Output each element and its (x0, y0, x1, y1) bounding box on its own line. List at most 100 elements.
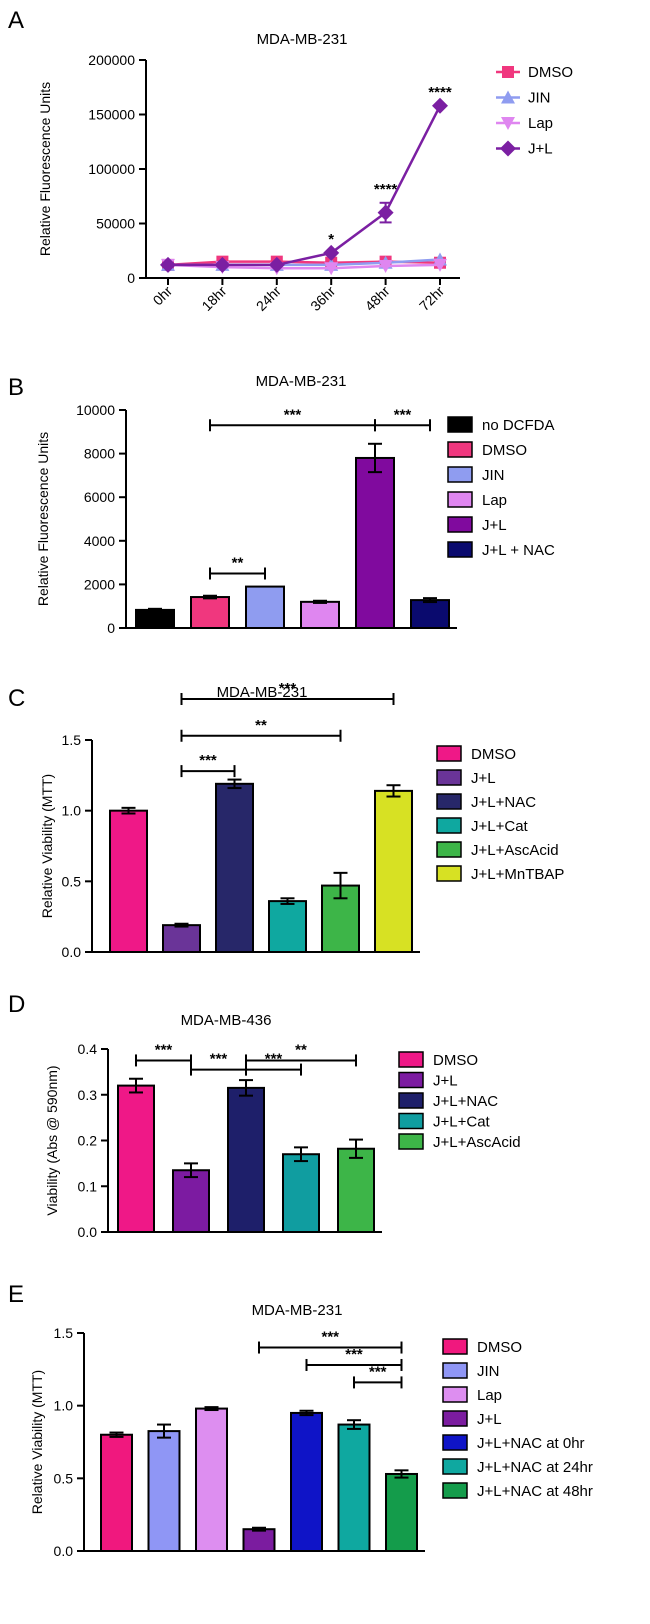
panel-a-legend-label: J+L (528, 141, 553, 158)
panel-e-legend-label: J+L+NAC at 0hr (477, 1435, 585, 1452)
panel-a-x-tick-label: 0hr (149, 283, 175, 309)
panel-d-significance: ** (295, 1041, 307, 1058)
panel-a-point (324, 262, 339, 276)
panel-e-bar (147, 1430, 181, 1552)
panel-c-bar (109, 809, 148, 954)
panel-e-significance: *** (369, 1363, 387, 1380)
panel-d-legend-label: DMSO (433, 1052, 478, 1069)
panel-a-y-axis-label: Relative Fluorescence Units (37, 82, 53, 256)
panel-c-y-tick-label: 1.0 (62, 803, 82, 819)
panel-d-y-tick-label: 0.3 (78, 1087, 98, 1103)
panel-a-significance: * (328, 231, 334, 248)
panel-b-bar (355, 456, 395, 629)
panel-b-letter: B (8, 374, 24, 401)
panel-a-point (432, 97, 448, 114)
panel-b-legend-swatch (447, 466, 473, 483)
panel-d-y-tick-label: 0.1 (78, 1178, 98, 1194)
panel-c-legend-swatch (436, 817, 462, 834)
panel-a-legend-label: DMSO (528, 64, 573, 81)
panel-e-legend-label: DMSO (477, 1339, 522, 1356)
panel-a-x-tick-label: 48hr (362, 283, 393, 314)
panel-c-bar (162, 924, 201, 953)
panel-b-y-tick-label: 8000 (84, 446, 115, 462)
panel-e-legend-label: J+L+NAC at 24hr (477, 1459, 593, 1476)
panel-d-bar (282, 1153, 320, 1233)
panel-a-point (378, 260, 393, 274)
panel-b-bar (245, 585, 285, 630)
panel-b-legend-label: J+L + NAC (482, 542, 555, 559)
panel-d-legend-swatch (398, 1051, 424, 1068)
panel-b-y-tick-label: 10000 (76, 402, 115, 418)
panel-c-significance: ** (255, 717, 267, 734)
panel-a-significance: **** (428, 84, 452, 101)
panel-d-legend-label: J+L+Cat (433, 1114, 491, 1131)
panel-e-bar (337, 1423, 371, 1553)
panel-c-legend-label: J+L+Cat (471, 818, 529, 835)
panel-e-legend-swatch (442, 1434, 468, 1451)
panel-a-significance: **** (374, 181, 398, 198)
panel-d-bar (227, 1086, 265, 1233)
panel-a-x-tick-label: 36hr (307, 283, 338, 314)
panel-c-letter: C (8, 685, 25, 712)
panel-e-y-tick-label: 1.0 (54, 1398, 74, 1414)
panel-c-bar (215, 782, 254, 954)
panel-e-legend-swatch (442, 1458, 468, 1475)
panel-b-legend-swatch (447, 441, 473, 458)
panel-c-y-tick-label: 0.0 (62, 944, 82, 960)
panel-d-significance: *** (155, 1041, 173, 1058)
panel-e-legend-swatch (442, 1362, 468, 1379)
panel-e-legend-label: Lap (477, 1387, 502, 1404)
panel-e-y-tick-label: 1.5 (54, 1325, 74, 1341)
panel-e-significance: *** (345, 1346, 363, 1363)
panel-d-letter: D (8, 991, 25, 1018)
panel-a-letter: A (8, 7, 24, 34)
panel-e-bar (242, 1528, 276, 1552)
panel-d-significance: *** (210, 1051, 228, 1068)
panel-e-title: MDA-MB-231 (252, 1302, 343, 1319)
panel-b-bar (135, 608, 175, 630)
panel-a-legend-marker (501, 90, 515, 104)
panel-e-legend-swatch (442, 1482, 468, 1499)
panel-e-y-axis-label: Relative Viability (MTT) (29, 1370, 45, 1514)
panel-c-y-tick-label: 0.5 (62, 873, 82, 889)
panel-a-point (268, 256, 285, 273)
panel-c-legend-label: J+L+MnTBAP (471, 866, 564, 883)
panel-a-point (214, 256, 231, 273)
panel-a-point (377, 204, 394, 221)
panel-a-legend-label: JIN (528, 90, 551, 107)
panel-b-legend-swatch (447, 416, 473, 433)
panel-c-legend-swatch (436, 841, 462, 858)
panel-d-bar (172, 1169, 210, 1234)
panel-a-y-tick-label: 100000 (88, 161, 135, 177)
panel-c-legend-label: J+L+AscAcid (471, 842, 559, 859)
panel-e-bar (100, 1433, 133, 1552)
panel-b-legend-label: DMSO (482, 442, 527, 459)
panel-a-series-line-lap (167, 263, 441, 270)
panel-b-y-tick-label: 6000 (84, 489, 115, 505)
panel-b-legend-swatch (447, 516, 473, 533)
panel-b-legend-label: JIN (482, 467, 505, 484)
panel-e-bar (290, 1411, 323, 1553)
panel-d-y-tick-label: 0.4 (78, 1041, 98, 1057)
panel-c-title: MDA-MB-231 (217, 684, 308, 701)
panel-d-legend-swatch (398, 1133, 424, 1150)
panel-a-y-tick-label: 0 (127, 270, 135, 286)
panel-a-y-tick-label: 150000 (88, 107, 135, 123)
panel-b-legend-swatch (447, 491, 473, 508)
panel-a-x-tick-label: 24hr (253, 283, 284, 314)
panel-d-y-tick-label: 0.2 (78, 1133, 98, 1149)
panel-c-legend-swatch (436, 865, 462, 882)
panel-a-point (323, 244, 340, 261)
panel-c-legend-swatch (436, 745, 462, 762)
panel-e-legend-swatch (442, 1386, 468, 1403)
panel-e-y-tick-label: 0.5 (54, 1470, 74, 1486)
panel-a-legend-label: Lap (528, 115, 553, 132)
panel-b-y-tick-label: 4000 (84, 533, 115, 549)
panel-a-point (433, 258, 447, 272)
panel-d-significance: *** (265, 1051, 283, 1068)
panel-a-y-tick-label: 200000 (88, 52, 135, 68)
panel-d-legend-label: J+L+AscAcid (433, 1134, 521, 1151)
panel-c-significance: *** (199, 752, 217, 769)
panel-b-legend-label: no DCFDA (482, 417, 555, 434)
panel-c-legend-swatch (436, 769, 462, 786)
